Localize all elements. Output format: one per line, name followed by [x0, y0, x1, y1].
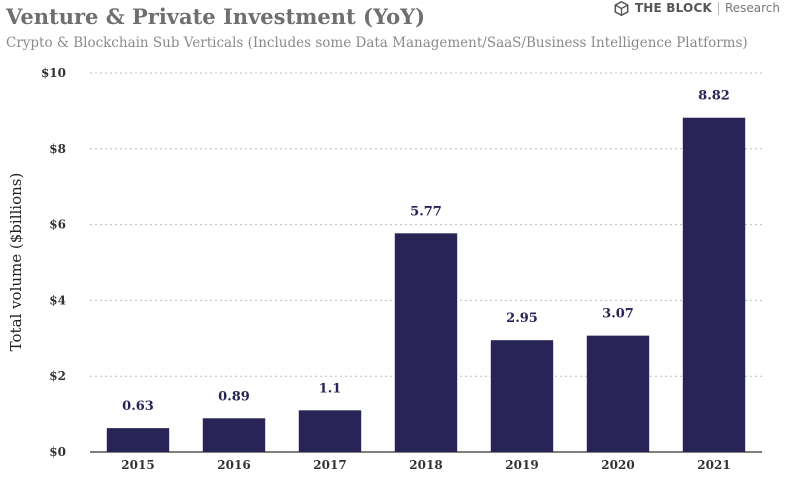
bar-2021: [682, 117, 746, 453]
y-tick-label: $8: [49, 142, 66, 156]
data-label-2021: 8.82: [698, 89, 730, 104]
bar-2020: [586, 335, 650, 452]
y-tick-label: $10: [41, 66, 66, 80]
brand-research: Research: [724, 1, 780, 15]
x-tick-label: 2021: [697, 458, 730, 472]
x-tick-label: 2020: [601, 458, 634, 472]
bar-2015: [106, 428, 170, 452]
chart-subtitle: Crypto & Blockchain Sub Verticals (Inclu…: [6, 35, 748, 51]
brand: THE BLOCK Research: [614, 0, 780, 16]
cube-icon: [614, 0, 629, 16]
x-tick-label: 2016: [217, 458, 250, 472]
data-label-2016: 0.89: [218, 389, 250, 404]
data-label-2018: 5.77: [410, 204, 442, 219]
data-labels: 0.63 0.89 1.1 5.77 2.95 3.07 8.82: [122, 89, 730, 414]
x-tick-label: 2019: [505, 458, 538, 472]
x-tick-label: 2018: [409, 458, 442, 472]
brand-name: THE BLOCK: [634, 1, 712, 15]
x-tick-label: 2015: [121, 458, 154, 472]
x-tick-label: 2017: [313, 458, 346, 472]
bar-2018: [394, 233, 458, 452]
bar-2019: [490, 340, 554, 452]
bars: [106, 117, 746, 453]
y-tick-label: $0: [49, 445, 66, 459]
bar-2017: [298, 410, 362, 452]
data-label-2015: 0.63: [122, 399, 154, 414]
data-label-2019: 2.95: [506, 311, 538, 326]
y-axis-label: Total volume ($billions): [7, 173, 25, 352]
chart-title: Venture & Private Investment (YoY): [6, 4, 426, 29]
brand-divider: [717, 1, 719, 15]
y-tick-label: $2: [49, 369, 66, 383]
y-tick-label: $6: [49, 218, 66, 232]
y-tick-label: $4: [49, 293, 66, 307]
data-label-2017: 1.1: [319, 381, 342, 396]
y-axis-ticks: $0 $2 $4 $6 $8 $10: [41, 66, 66, 459]
x-axis-ticks: 2015 2016 2017 2018 2019 2020 2021: [121, 458, 730, 472]
data-label-2020: 3.07: [602, 307, 634, 322]
bar-2016: [202, 418, 266, 452]
